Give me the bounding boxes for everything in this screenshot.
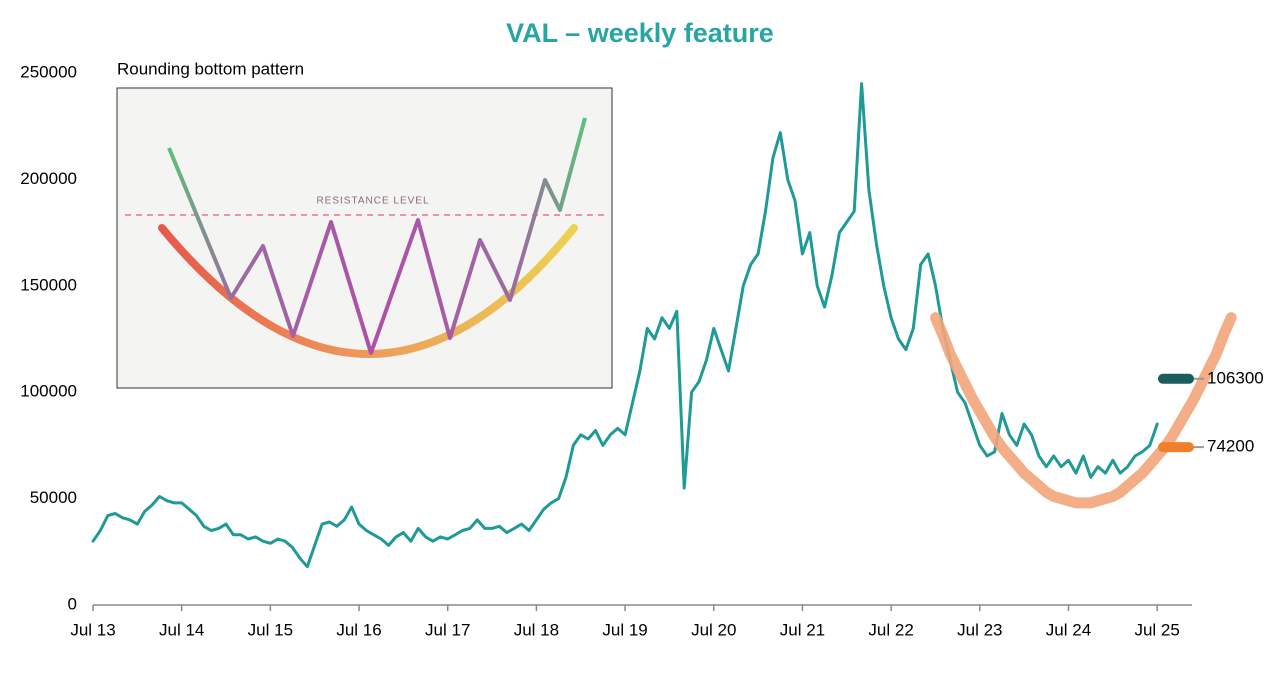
x-tick-label: Jul 19 <box>602 620 647 639</box>
inset: Rounding bottom pattern RESISTANCE LEVEL <box>116 59 613 389</box>
x-tick-label: Jul 14 <box>159 620 204 639</box>
end-label-marker <box>1158 442 1194 453</box>
y-tick-label: 150000 <box>20 275 77 294</box>
y-tick-label: 200000 <box>20 169 77 188</box>
x-tick-label: Jul 18 <box>514 620 559 639</box>
end-label: 74200 <box>1207 437 1254 456</box>
y-tick-label: 250000 <box>20 62 77 81</box>
resistance-label: RESISTANCE LEVEL <box>316 196 429 207</box>
trend-curve <box>930 312 1237 509</box>
inset-title: Rounding bottom pattern <box>117 59 304 78</box>
end-label: 106300 <box>1207 368 1264 387</box>
x-tick-label: Jul 25 <box>1134 620 1179 639</box>
x-tick-label: Jul 17 <box>425 620 470 639</box>
x-tick-label: Jul 24 <box>1046 620 1091 639</box>
chart-title: VAL – weekly feature <box>506 18 774 48</box>
x-tick-label: Jul 15 <box>248 620 293 639</box>
x-tick-label: Jul 20 <box>691 620 736 639</box>
x-tick-label: Jul 21 <box>780 620 825 639</box>
inset-box <box>116 87 613 389</box>
x-tick-label: Jul 23 <box>957 620 1002 639</box>
bowl-curve <box>158 224 578 358</box>
y-tick-label: 100000 <box>20 382 77 401</box>
y-tick-label: 0 <box>68 594 77 613</box>
end-label-marker <box>1158 373 1194 384</box>
price-zigzag <box>167 117 587 355</box>
price-line <box>91 82 1159 569</box>
x-tick-label: Jul 22 <box>868 620 913 639</box>
x-tick-label: Jul 16 <box>336 620 381 639</box>
y-tick-label: 50000 <box>30 488 77 507</box>
x-tick-label: Jul 13 <box>70 620 115 639</box>
